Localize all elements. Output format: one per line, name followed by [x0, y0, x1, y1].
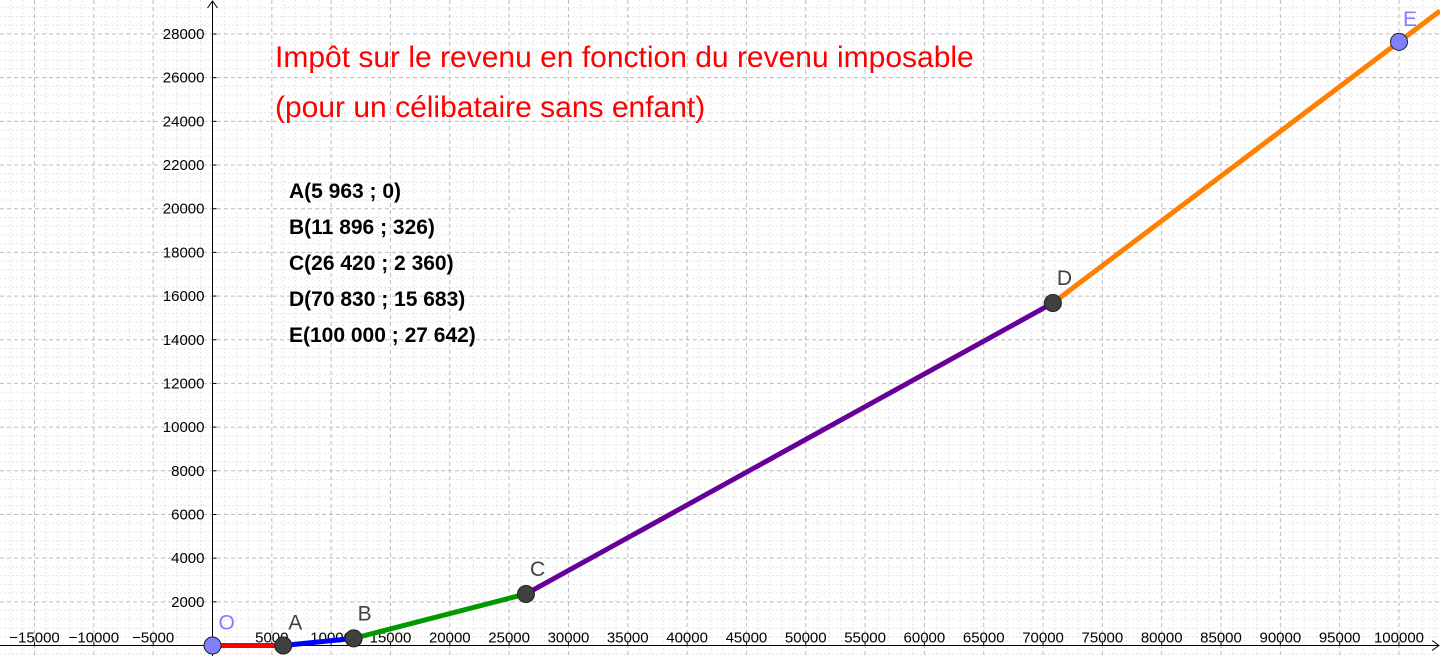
point-label-d: D	[1057, 267, 1072, 290]
y-tick-label: 10000	[163, 419, 205, 436]
point-label-a: A	[288, 612, 302, 635]
point-o[interactable]	[203, 636, 222, 655]
x-tick-label: 80000	[1141, 630, 1183, 647]
y-tick-label: 22000	[163, 157, 205, 174]
y-tick-label: 16000	[163, 288, 205, 305]
chart-title-line-2: (pour un célibataire sans enfant)	[275, 91, 706, 124]
segment-a-b[interactable]	[282, 635, 354, 648]
x-tick-label: −15000	[9, 630, 59, 647]
x-tick-label: 95000	[1319, 630, 1361, 647]
x-tick-label: 45000	[726, 630, 768, 647]
y-tick-label: 26000	[163, 70, 205, 87]
y-tick-label: 18000	[163, 244, 205, 261]
y-tick-label: 8000	[171, 463, 204, 480]
coord-label-e: E(100 000 ; 27 642)	[289, 324, 476, 347]
x-tick-label: 100000	[1374, 630, 1424, 647]
coordinate-list: A(5 963 ; 0) B(11 896 ; 326) C(26 420 ; …	[289, 174, 476, 354]
points: O A B C D E	[203, 8, 1417, 655]
coord-label-d: D(70 830 ; 15 683)	[289, 288, 466, 311]
chart-title-line-1: Impôt sur le revenu en fonction du reven…	[275, 41, 974, 74]
point-e[interactable]	[1390, 32, 1408, 51]
y-tick-label: 14000	[163, 332, 205, 349]
x-tick-label: 90000	[1259, 630, 1301, 647]
x-tick-label: 60000	[904, 630, 946, 647]
coord-label-b: B(11 896 ; 326)	[289, 216, 435, 239]
coord-label-c: C(26 420 ; 2 360)	[289, 252, 454, 275]
point-label-b: B	[358, 602, 372, 625]
coord-label-a: A(5 963 ; 0)	[289, 180, 402, 203]
x-tick-label: 20000	[429, 630, 471, 647]
point-b[interactable]	[344, 629, 363, 648]
point-c[interactable]	[516, 584, 535, 603]
x-tick-label: 65000	[963, 630, 1005, 647]
x-tick-label: 85000	[1200, 630, 1242, 647]
axis-ticks: −15000 −10000 −5000 5000 10000 15000 20000 2500…	[9, 26, 1424, 647]
segment-c-d[interactable]	[524, 300, 1055, 597]
x-tick-label: 30000	[548, 630, 590, 647]
segment-d-e[interactable]	[1051, 8, 1440, 305]
x-axis-arrow	[1431, 640, 1440, 651]
y-tick-label: 6000	[171, 506, 204, 523]
x-tick-label: 25000	[488, 630, 530, 647]
point-label-e: E	[1403, 8, 1417, 31]
x-tick-label: 70000	[1022, 630, 1064, 647]
y-tick-label: 28000	[163, 26, 205, 43]
y-tick-label: 24000	[163, 113, 205, 130]
x-tick-label: −5000	[132, 630, 174, 647]
point-d[interactable]	[1043, 293, 1062, 312]
x-tick-label: −10000	[69, 630, 119, 647]
y-tick-label: 2000	[171, 594, 204, 611]
point-label-o: O	[219, 612, 235, 635]
point-a[interactable]	[274, 636, 293, 655]
segment-b-c[interactable]	[353, 591, 527, 641]
y-axis-arrow	[207, 0, 218, 9]
y-tick-label: 12000	[163, 375, 205, 392]
segments	[212, 8, 1440, 648]
y-tick-label: 20000	[163, 201, 205, 218]
x-tick-label: 40000	[666, 630, 708, 647]
x-tick-label: 35000	[607, 630, 649, 647]
y-tick-label: 4000	[171, 550, 204, 567]
point-label-c: C	[530, 558, 545, 581]
x-tick-label: 50000	[785, 630, 827, 647]
x-tick-label: 75000	[1082, 630, 1124, 647]
x-tick-label: 55000	[844, 630, 886, 647]
